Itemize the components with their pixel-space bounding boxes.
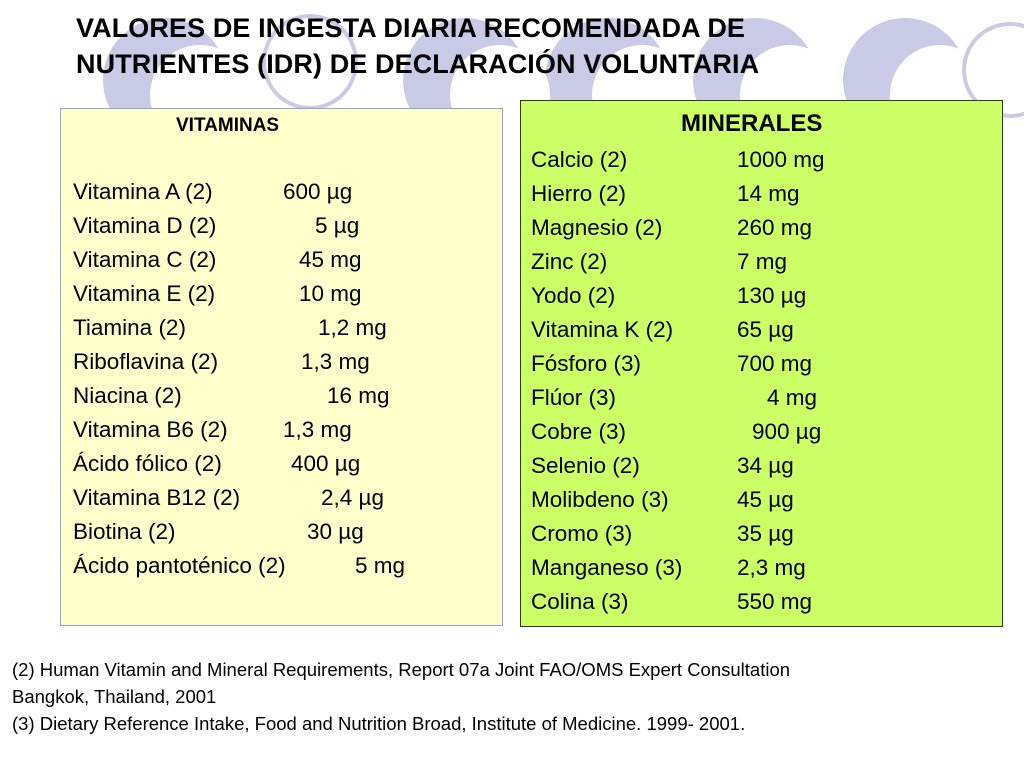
mineral-value: 65 µg	[737, 317, 794, 342]
mineral-name: Flúor (3)	[531, 385, 617, 410]
footnote-3: (3) Dietary Reference Intake, Food and N…	[12, 713, 746, 734]
mineral-value: 34 µg	[737, 453, 794, 478]
vitamin-value: 30 µg	[307, 519, 364, 544]
mineral-value: 14 mg	[737, 181, 800, 206]
footnote-2-line-2: Bangkok, Thailand, 2001	[12, 686, 217, 707]
mineral-value: 900 µg	[752, 419, 822, 444]
mineral-name: Calcio (2)	[531, 147, 628, 172]
minerals-panel: MINERALES Calcio (2) 1000 mg Hierro (2) 14…	[520, 100, 1003, 627]
vitamin-value: 45 mg	[299, 247, 362, 272]
mineral-value: 130 µg	[737, 283, 807, 308]
mineral-value: 4 mg	[767, 385, 818, 410]
footnotes: (2) Human Vitamin and Mineral Requiremen…	[12, 656, 1012, 737]
mineral-name: Colina (3)	[531, 589, 629, 614]
vitamin-value: 1,3 mg	[301, 349, 370, 374]
mineral-name: Cobre (3)	[531, 419, 627, 444]
vitamin-name: Vitamina B12 (2)	[73, 485, 241, 510]
vitamin-name: Tiamina (2)	[73, 315, 186, 340]
minerals-heading: MINERALES	[681, 110, 823, 137]
vitamin-name: Vitamina C (2)	[73, 247, 217, 272]
vitamin-name: Vitamina E (2)	[73, 281, 216, 306]
mineral-value: 700 mg	[737, 351, 813, 376]
vitamins-panel: VITAMINAS Vitamina A (2) 600 µg Vitamina …	[60, 108, 503, 626]
vitamin-value: 400 µg	[291, 451, 361, 476]
vitamin-value: 16 mg	[327, 383, 390, 408]
vitamin-name: Vitamina B6 (2)	[73, 417, 228, 442]
mineral-value: 45 µg	[737, 487, 794, 512]
mineral-name: Hierro (2)	[531, 181, 627, 206]
mineral-value: 550 mg	[737, 589, 813, 614]
mineral-name: Fósforo (3)	[531, 351, 642, 376]
footnote-2-line-1: (2) Human Vitamin and Mineral Requiremen…	[12, 659, 791, 680]
mineral-name: Yodo (2)	[531, 283, 616, 308]
mineral-name: Molibdeno (3)	[531, 487, 669, 512]
vitamin-name: Ácido pantoténico (2)	[73, 553, 286, 578]
vitamin-name: Vitamina A (2)	[73, 179, 213, 204]
vitamin-value: 1,2 mg	[318, 315, 387, 340]
mineral-name: Selenio (2)	[531, 453, 640, 478]
mineral-value: 7 mg	[737, 249, 788, 274]
mineral-value: 260 mg	[737, 215, 813, 240]
mineral-name: Vitamina K (2)	[531, 317, 674, 342]
vitamin-name: Biotina (2)	[73, 519, 176, 544]
vitamin-name: Riboflavina (2)	[73, 349, 219, 374]
mineral-name: Cromo (3)	[531, 521, 633, 546]
mineral-value: 1000 mg	[737, 147, 825, 172]
vitamin-value: 1,3 mg	[283, 417, 352, 442]
mineral-name: Magnesio (2)	[531, 215, 663, 240]
title-line-1: VALORES DE INGESTA DIARIA RECOMENDADA DE	[76, 13, 746, 43]
vitamin-name: Niacina (2)	[73, 383, 182, 408]
vitamin-value: 600 µg	[283, 179, 353, 204]
vitamin-value: 5 µg	[315, 213, 360, 238]
mineral-value: 35 µg	[737, 521, 794, 546]
mineral-value: 2,3 mg	[737, 555, 806, 580]
vitamins-heading: VITAMINAS	[176, 115, 280, 136]
vitamin-value: 5 mg	[355, 553, 406, 578]
vitamin-name: Ácido fólico (2)	[73, 451, 222, 476]
vitamin-value: 2,4 µg	[321, 485, 385, 510]
title-line-2: NUTRIENTES (IDR) DE DECLARACIÓN VOLUNTAR…	[76, 49, 760, 79]
vitamin-name: Vitamina D (2)	[73, 213, 217, 238]
mineral-name: Zinc (2)	[531, 249, 608, 274]
mineral-name: Manganeso (3)	[531, 555, 683, 580]
page-title: VALORES DE INGESTA DIARIA RECOMENDADA DE…	[76, 10, 1006, 82]
vitamin-value: 10 mg	[299, 281, 362, 306]
